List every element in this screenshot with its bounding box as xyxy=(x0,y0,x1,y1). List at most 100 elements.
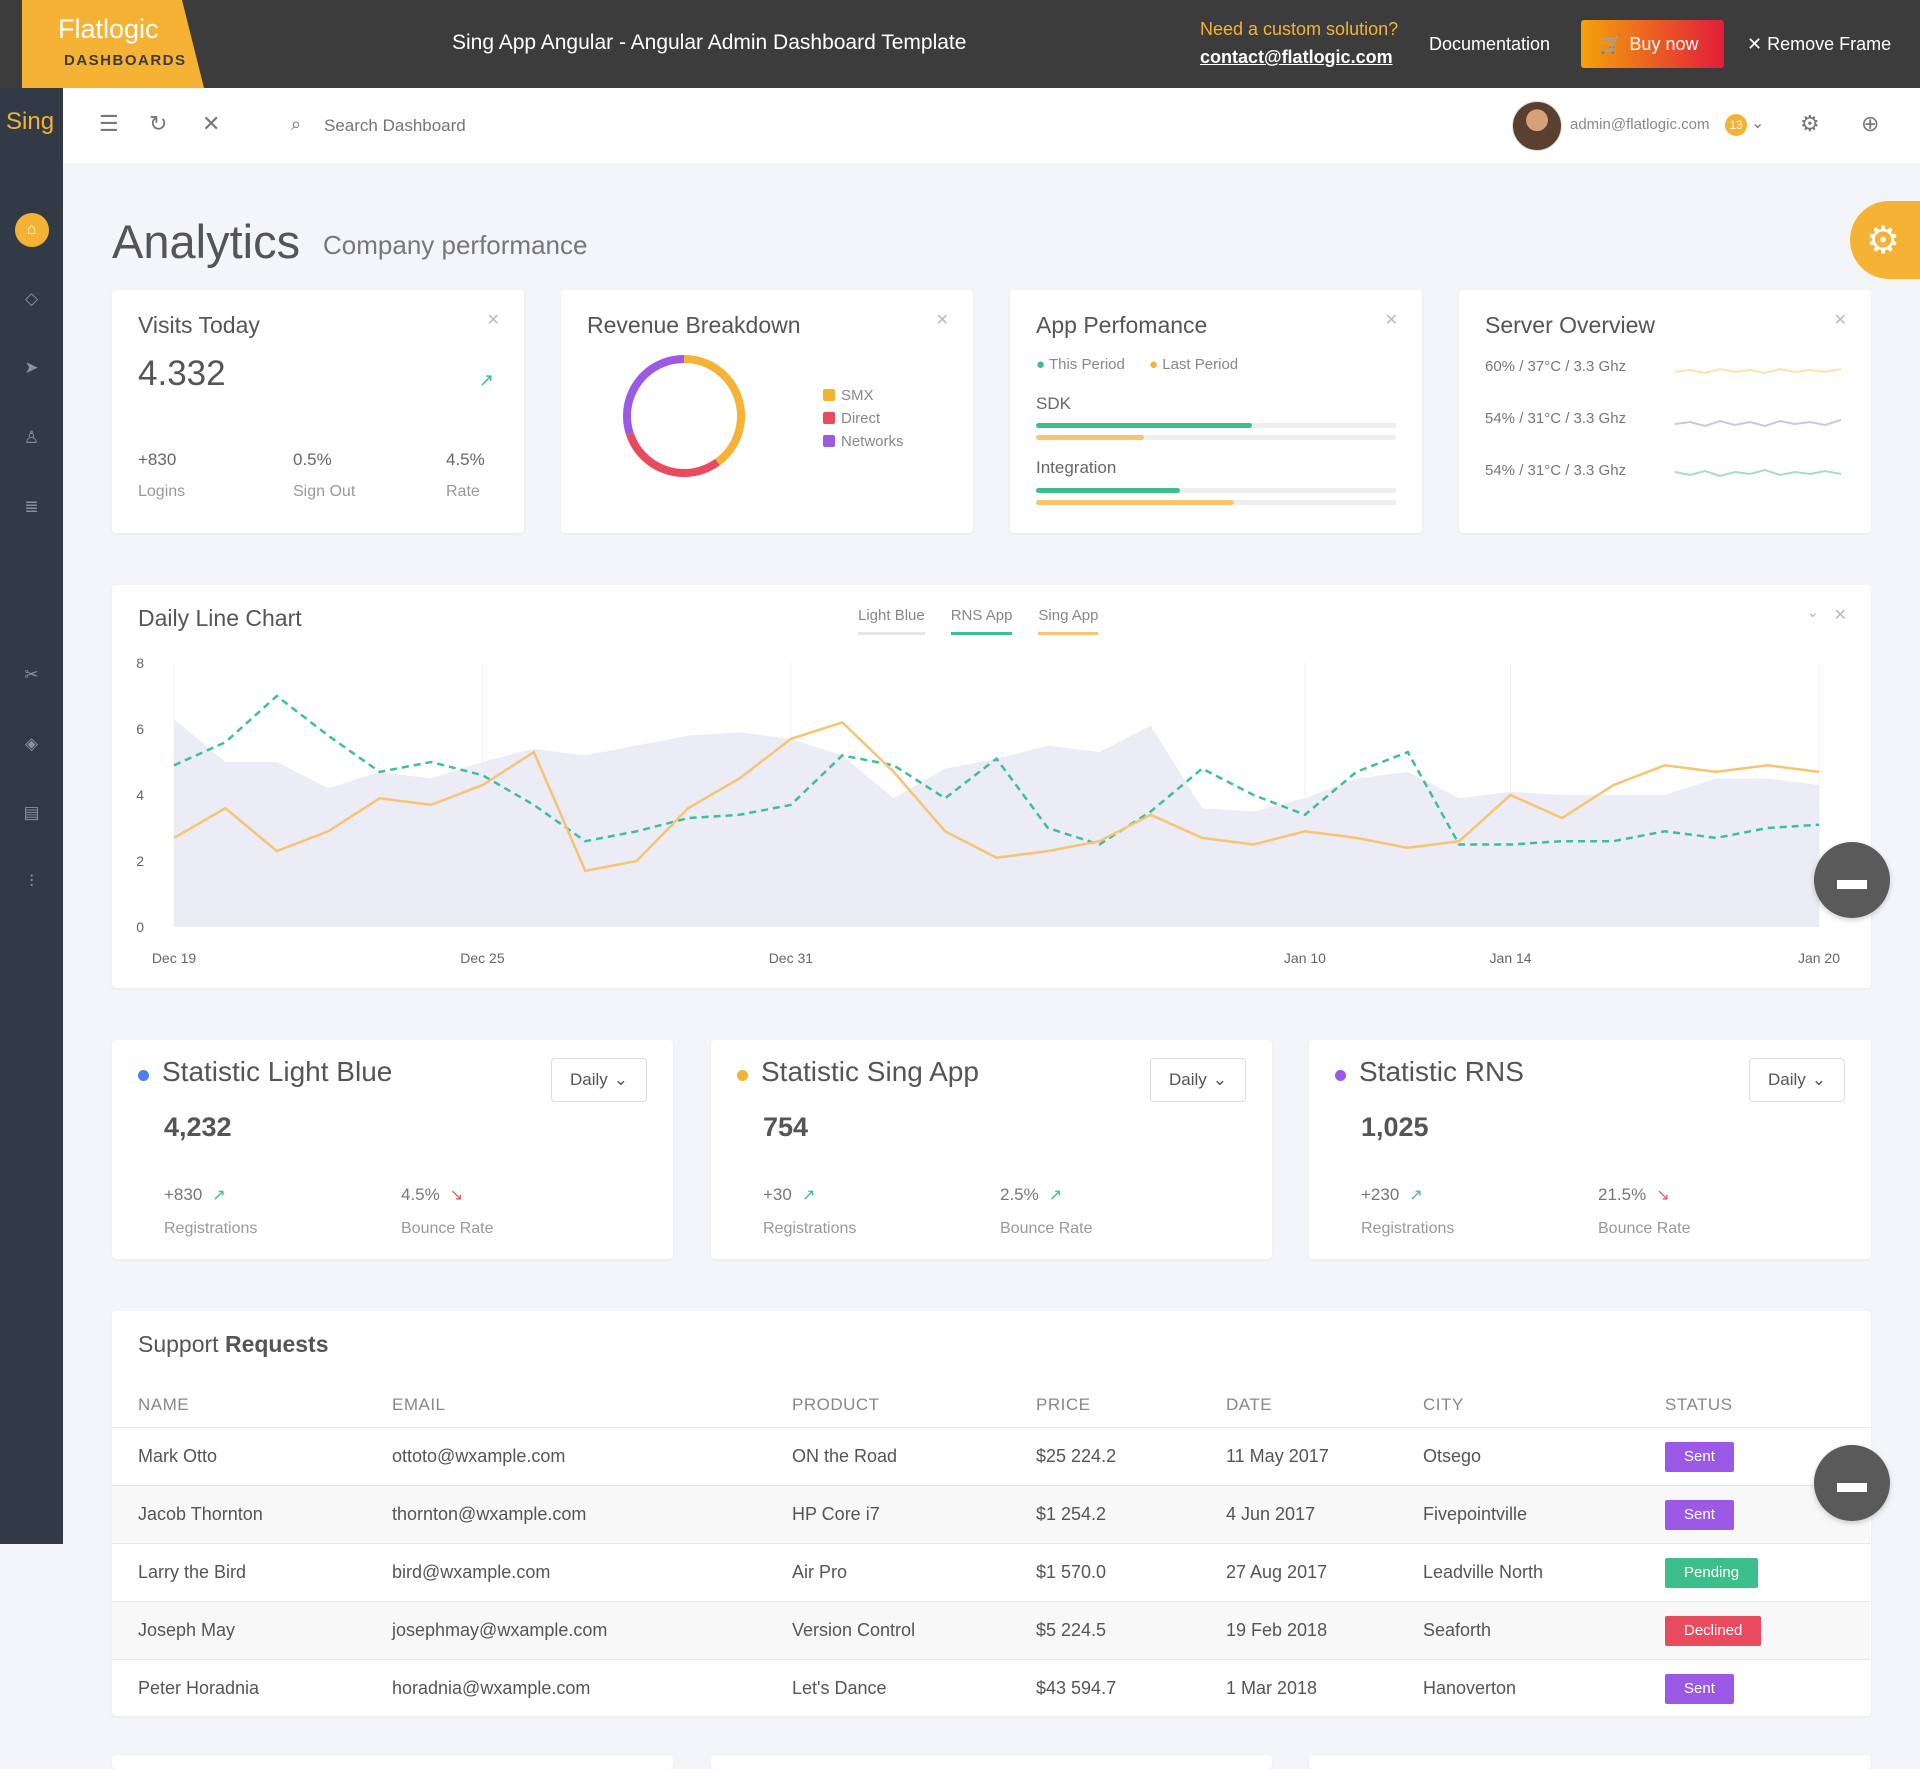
period-label: Daily xyxy=(569,1070,608,1089)
theme-settings-button[interactable]: ⚙ xyxy=(1850,201,1920,279)
cell-name: Jacob Thornton xyxy=(112,1485,366,1544)
legend-label: Light Blue xyxy=(858,607,925,624)
cell-product: Air Pro xyxy=(766,1543,1010,1602)
progress-bar-last xyxy=(1036,500,1234,505)
legend-item[interactable]: Light Blue xyxy=(858,607,925,635)
layers-icon[interactable]: ◈ xyxy=(24,734,39,753)
y-tick-label: 8 xyxy=(136,655,144,671)
refresh-icon[interactable]: ↻ xyxy=(149,111,168,136)
stat-title: Statistic Sing App xyxy=(761,1056,979,1087)
stat-metric: +830 ↗ xyxy=(164,1185,226,1205)
contact-email-link[interactable]: contact@flatlogic.com xyxy=(1200,47,1393,67)
period-dropdown[interactable]: Daily ⌄ xyxy=(551,1058,647,1102)
tools-icon[interactable]: ✂ xyxy=(24,665,39,684)
cell-product: Version Control xyxy=(766,1601,1010,1660)
dot-icon: ● xyxy=(1149,356,1159,373)
legend-swatch xyxy=(858,632,925,635)
cell-status: Pending xyxy=(1639,1543,1870,1602)
legend-label: Sing App xyxy=(1038,607,1099,624)
cell-price: $1 254.2 xyxy=(1010,1485,1200,1544)
diamond-icon[interactable]: ◇ xyxy=(24,289,39,308)
globe-icon[interactable]: ⊕ xyxy=(1861,111,1880,136)
chart-title: Daily Line Chart xyxy=(138,605,302,632)
remove-frame-button[interactable]: ✕ Remove Frame xyxy=(1747,34,1891,55)
donut-slice-smx xyxy=(683,355,745,466)
database-icon[interactable]: ≣ xyxy=(24,497,39,516)
column-header[interactable]: STATUS xyxy=(1665,1395,1733,1414)
column-header[interactable]: PRICE xyxy=(1036,1395,1091,1414)
sidebar-item-home[interactable]: ⌂ xyxy=(0,213,63,247)
status-dot xyxy=(1335,1070,1346,1081)
metric-value: 4.5% xyxy=(401,1185,440,1204)
stat-metric: 4.5% ↘ xyxy=(401,1185,463,1205)
send-icon[interactable]: ➤ xyxy=(24,358,39,377)
cell-date: 1 Mar 2018 xyxy=(1200,1659,1397,1718)
close-icon[interactable]: ✕ xyxy=(1833,312,1847,329)
column-header[interactable]: EMAIL xyxy=(392,1395,446,1414)
table-row[interactable]: Peter Horadnia horadnia@wxample.com Let'… xyxy=(112,1659,1870,1718)
metric-value: 2.5% xyxy=(1000,1185,1039,1204)
metric-value: 21.5% xyxy=(1598,1185,1647,1204)
stat-label: Logins xyxy=(138,483,186,500)
table-row[interactable]: Jacob Thornton thornton@wxample.com HP C… xyxy=(112,1485,1870,1544)
user-icon[interactable]: ♙ xyxy=(23,428,40,447)
table-row[interactable]: Joseph May josephmay@wxample.com Version… xyxy=(112,1601,1870,1660)
gear-icon: ⚙ xyxy=(1866,219,1901,262)
notification-badge[interactable]: 13 xyxy=(1725,114,1747,136)
cell-status: Sent xyxy=(1639,1659,1870,1718)
app-logo[interactable]: Sing xyxy=(6,108,55,135)
stat-label: Sign Out xyxy=(293,483,356,500)
stat-value: 754 xyxy=(763,1112,809,1142)
cell-name: Joseph May xyxy=(112,1601,366,1660)
legend-item[interactable]: Sing App xyxy=(1038,607,1099,635)
user-email[interactable]: admin@flatlogic.com xyxy=(1570,116,1710,133)
documentation-link[interactable]: Documentation xyxy=(1429,34,1551,54)
stat-value: 4,232 xyxy=(164,1112,232,1142)
chevron-down-icon[interactable]: ⌄ xyxy=(1806,604,1819,621)
legend-swatch xyxy=(1038,632,1099,635)
column-header[interactable]: DATE xyxy=(1226,1395,1273,1414)
chat-icon: ▬ xyxy=(1837,863,1867,896)
x-tick-label: Dec 25 xyxy=(460,950,505,966)
chat-button[interactable]: ▬ xyxy=(1814,842,1890,918)
cell-price: $1 570.0 xyxy=(1010,1543,1200,1602)
column-header[interactable]: PRODUCT xyxy=(792,1395,880,1414)
period-dropdown[interactable]: Daily ⌄ xyxy=(1749,1058,1845,1102)
status-dot xyxy=(737,1070,748,1081)
menu-icon[interactable]: ☰ xyxy=(99,111,119,136)
table-row[interactable]: Larry the Bird bird@wxample.com Air Pro … xyxy=(112,1543,1870,1602)
close-icon[interactable]: ✕ xyxy=(1384,312,1398,329)
period-label: Daily xyxy=(1168,1070,1207,1089)
flatlogic-logo[interactable]: Flatlogic DASHBOARDS xyxy=(22,0,204,88)
series-line xyxy=(173,720,1820,873)
avatar[interactable] xyxy=(1512,101,1562,151)
period-dropdown[interactable]: Daily ⌄ xyxy=(1150,1058,1246,1102)
remove-frame-label: Remove Frame xyxy=(1767,34,1892,54)
document-icon[interactable]: ▤ xyxy=(23,803,40,822)
legend-label: SMX xyxy=(841,387,874,404)
cell-date: 19 Feb 2018 xyxy=(1200,1601,1397,1660)
chevron-down-icon[interactable]: ⌄ xyxy=(1751,115,1765,132)
legend-item[interactable]: RNS App xyxy=(950,607,1013,635)
column-header[interactable]: CITY xyxy=(1423,1395,1464,1414)
sliders-icon[interactable]: ⫶ xyxy=(29,872,34,891)
close-icon[interactable]: ✕ xyxy=(935,312,949,329)
close-icon[interactable]: ✕ xyxy=(1833,607,1847,624)
stat-value: +830 xyxy=(138,450,177,469)
donut-slice-direct xyxy=(625,432,720,477)
close-icon[interactable]: ✕ xyxy=(202,111,221,136)
progress-track xyxy=(1036,500,1396,505)
metric-label: Registrations xyxy=(164,1220,258,1237)
cell-email: thornton@wxample.com xyxy=(366,1485,766,1544)
chat-button[interactable]: ▬ xyxy=(1814,1445,1890,1521)
x-tick-label: Jan 10 xyxy=(1284,950,1326,966)
buy-now-button[interactable]: 🛒 Buy now xyxy=(1581,20,1724,68)
arrow-down-icon: ↘ xyxy=(449,1187,464,1204)
next-card xyxy=(711,1755,1272,1769)
close-icon[interactable]: ✕ xyxy=(486,312,500,329)
table-row[interactable]: Mark Otto ottoto@wxample.com ON the Road… xyxy=(112,1427,1870,1486)
column-header[interactable]: NAME xyxy=(138,1395,190,1414)
x-tick-label: Dec 19 xyxy=(152,950,197,966)
gear-icon[interactable]: ⚙ xyxy=(1800,111,1820,136)
search-input[interactable] xyxy=(324,116,624,136)
